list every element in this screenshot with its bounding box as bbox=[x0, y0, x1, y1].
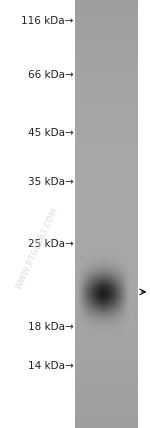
Text: 25 kDa→: 25 kDa→ bbox=[28, 239, 74, 249]
Text: WWW.PTGLAB3.COM: WWW.PTGLAB3.COM bbox=[15, 206, 60, 291]
Text: 35 kDa→: 35 kDa→ bbox=[28, 177, 74, 187]
Text: 66 kDa→: 66 kDa→ bbox=[28, 70, 74, 80]
Text: 45 kDa→: 45 kDa→ bbox=[28, 128, 74, 138]
Text: 116 kDa→: 116 kDa→ bbox=[21, 15, 74, 26]
Text: 14 kDa→: 14 kDa→ bbox=[28, 361, 74, 371]
Text: 18 kDa→: 18 kDa→ bbox=[28, 322, 74, 333]
